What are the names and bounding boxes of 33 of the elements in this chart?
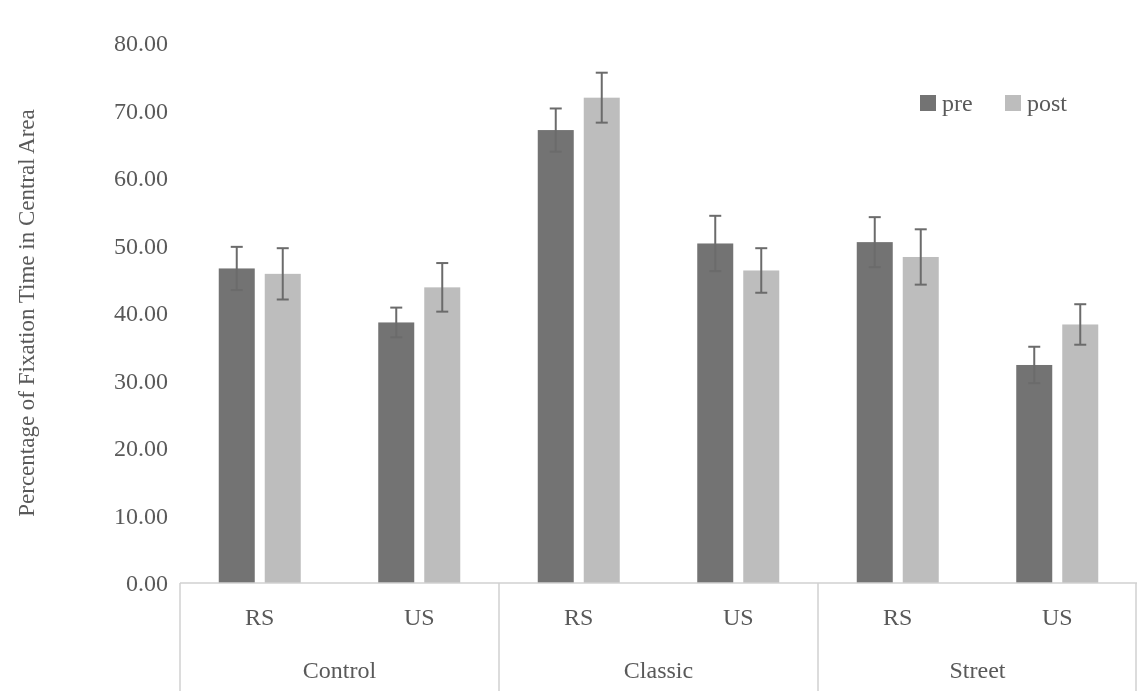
bar: [1062, 324, 1099, 583]
x-tick-label: US: [1041, 604, 1073, 630]
y-tick-label: 10.00: [114, 502, 168, 529]
bar: [264, 273, 301, 583]
x-tick-label: US: [722, 604, 754, 630]
bar: [902, 256, 939, 583]
y-tick-label: 20.00: [114, 435, 168, 462]
bar: [1016, 364, 1053, 583]
y-tick-label: 50.00: [114, 232, 168, 259]
text: Control: [302, 657, 377, 683]
y-axis-title: Percentage of Fixation Time in Central Area: [14, 109, 39, 517]
y-tick-label: 70.00: [114, 97, 168, 124]
bar: [424, 287, 461, 583]
text: Street: [949, 657, 1006, 683]
bar: [856, 242, 893, 583]
y-tick-label: 0.00: [126, 570, 168, 597]
bar: [743, 270, 780, 583]
x-tick-label: RS: [245, 604, 275, 630]
legend-label: post: [1027, 90, 1068, 117]
y-tick-label: 60.00: [114, 165, 168, 192]
y-tick-label: 40.00: [114, 300, 168, 327]
bar: [218, 268, 255, 583]
x-tick-label: RS: [564, 604, 594, 630]
bar: [537, 130, 574, 583]
text: Classic: [623, 657, 694, 683]
bar: [583, 97, 620, 583]
x-tick-label: RS: [883, 604, 913, 630]
y-tick-label: 30.00: [114, 367, 168, 394]
x-tick-label: US: [403, 604, 435, 630]
y-tick-label: 80.00: [114, 30, 168, 57]
legend-label: pre: [942, 90, 973, 117]
bar: [378, 322, 415, 583]
bar: [697, 243, 734, 583]
